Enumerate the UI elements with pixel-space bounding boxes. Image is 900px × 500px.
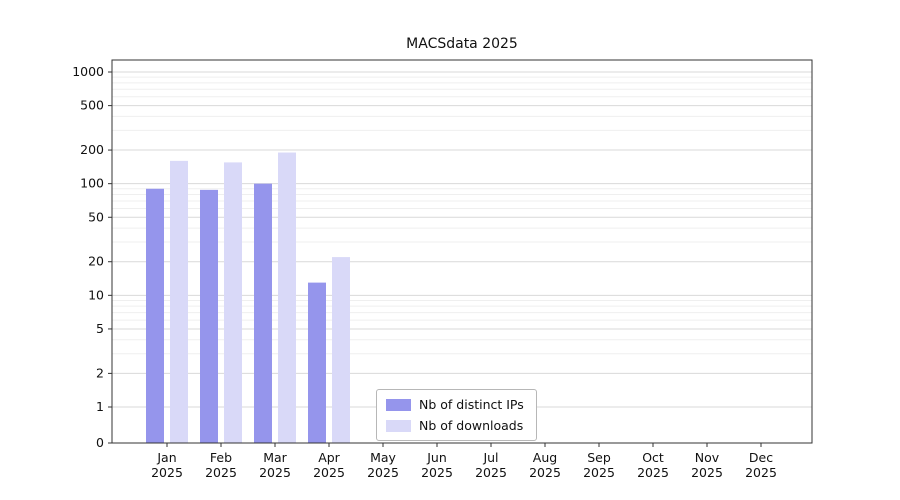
svg-text:Feb: Feb xyxy=(210,450,232,465)
svg-text:2025: 2025 xyxy=(421,465,453,480)
bar-jan-downloads xyxy=(170,160,188,443)
svg-text:2025: 2025 xyxy=(637,465,669,480)
svg-text:2025: 2025 xyxy=(313,465,345,480)
svg-text:Jan: Jan xyxy=(156,450,176,465)
svg-text:10: 10 xyxy=(88,287,104,302)
svg-text:0: 0 xyxy=(96,435,104,450)
legend-item-downloads: Nb of downloads xyxy=(386,418,524,433)
svg-text:May: May xyxy=(370,450,396,465)
svg-text:2025: 2025 xyxy=(691,465,723,480)
svg-text:500: 500 xyxy=(80,98,104,113)
svg-text:2025: 2025 xyxy=(475,465,507,480)
legend-swatch-distinct-ips xyxy=(386,398,411,411)
svg-text:2025: 2025 xyxy=(745,465,777,480)
svg-text:Jul: Jul xyxy=(482,450,498,465)
svg-text:Mar: Mar xyxy=(263,450,287,465)
svg-text:2: 2 xyxy=(96,365,104,380)
svg-text:Dec: Dec xyxy=(749,450,773,465)
svg-text:2025: 2025 xyxy=(583,465,615,480)
legend-label-downloads: Nb of downloads xyxy=(419,418,524,433)
svg-text:2025: 2025 xyxy=(151,465,183,480)
bar-feb-downloads xyxy=(224,162,242,443)
svg-text:100: 100 xyxy=(80,176,104,191)
svg-text:50: 50 xyxy=(88,209,104,224)
svg-text:Jun: Jun xyxy=(426,450,447,465)
bar-mar-downloads xyxy=(278,152,296,443)
bar-jan-ips xyxy=(146,188,164,443)
legend-item-distinct-ips: Nb of distinct IPs xyxy=(386,397,524,412)
svg-text:Aug: Aug xyxy=(533,450,557,465)
svg-text:200: 200 xyxy=(80,142,104,157)
svg-text:5: 5 xyxy=(96,321,104,336)
svg-text:Oct: Oct xyxy=(642,450,664,465)
bar-mar-ips xyxy=(254,183,272,443)
svg-text:1: 1 xyxy=(96,399,104,414)
svg-text:1000: 1000 xyxy=(72,64,104,79)
svg-text:2025: 2025 xyxy=(367,465,399,480)
svg-text:2025: 2025 xyxy=(259,465,291,480)
legend-swatch-downloads xyxy=(386,419,411,432)
bar-apr-downloads xyxy=(332,257,350,443)
svg-text:Sep: Sep xyxy=(587,450,611,465)
legend: Nb of distinct IPs Nb of downloads xyxy=(376,389,537,441)
legend-label-distinct-ips: Nb of distinct IPs xyxy=(419,397,524,412)
svg-text:2025: 2025 xyxy=(205,465,237,480)
bar-feb-ips xyxy=(200,189,218,443)
svg-text:Nov: Nov xyxy=(695,450,720,465)
svg-text:20: 20 xyxy=(88,254,104,269)
bar-apr-ips xyxy=(308,282,326,443)
svg-text:2025: 2025 xyxy=(529,465,561,480)
svg-text:Apr: Apr xyxy=(318,450,340,465)
chart-title: MACSdata 2025 xyxy=(406,36,518,52)
